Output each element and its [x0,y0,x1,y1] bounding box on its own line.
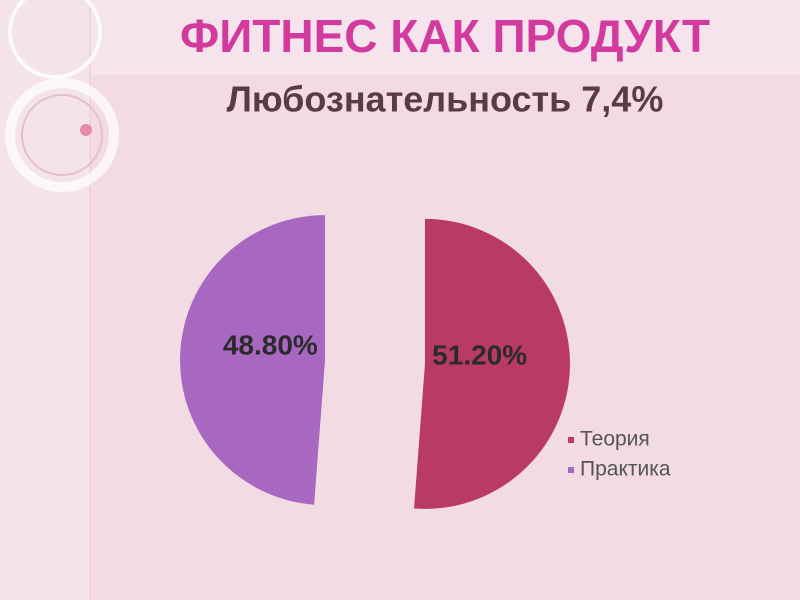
legend-swatch [568,437,574,443]
header-band [90,0,800,75]
legend-swatch [568,467,574,473]
data-label: 51.20% [432,339,527,370]
pie-slice [180,215,326,505]
data-label: 48.80% [223,330,318,361]
legend-label: Практика [580,458,671,481]
slide-title: ФИТНЕС КАК ПРОДУКТ [180,10,710,62]
chart-title: Любознательность 7,4% [227,79,664,120]
legend-label: Теория [580,428,650,451]
decor-dot [80,124,92,136]
pie-slice [414,218,570,509]
decor-circle [8,0,102,79]
decor-circle [21,94,103,176]
decor-circle [5,78,119,192]
side-strip [0,0,90,600]
